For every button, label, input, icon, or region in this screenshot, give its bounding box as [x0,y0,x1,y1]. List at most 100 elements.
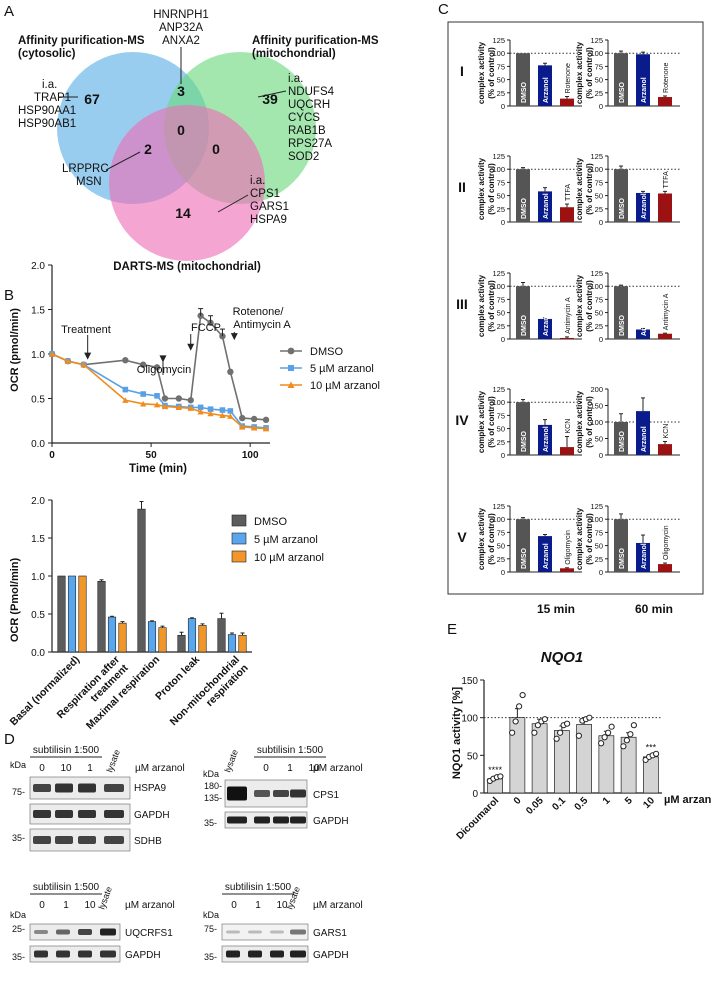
complex-bar-label: DMSO [521,81,528,103]
complex-bar-label: Arzanol [641,543,648,569]
nqo1-category-label: 5 [623,795,635,807]
complex-ylabel-line: (% of control) [487,396,496,448]
blot-lysate-label: lysate [222,748,239,774]
venn-darts-leader [217,194,249,213]
nqo1-point [605,729,612,736]
complex-bar-label: DMSO [619,81,626,103]
complex-ytick-label: 100 [590,49,603,58]
nqo1-ytick-label: 150 [461,676,478,687]
complex-ytick-label: 125 [590,36,603,45]
complex-ytick-label: 50 [595,309,603,318]
ocr-annot-oligomycin: Oligomycin [137,364,191,376]
venn-cyto-label-1: i.a. [42,79,57,91]
blot-protein-label: UQCRFS1 [125,928,173,939]
blot-protein-label: GAPDH [134,810,170,821]
blot-lane-label: 0 [39,900,45,911]
ocr-bar [227,634,237,653]
complex-ytick-label: 0 [501,451,505,460]
blot-lysate-label: lysate [104,748,121,774]
complex-bar [560,98,574,106]
complex-bar [516,286,530,339]
complex-ytick-label: 100 [590,515,603,524]
blot-arzanol-label: µM arzanol [313,900,363,911]
ocr-time-xtick-label: 0 [49,450,55,461]
ocr-legend-marker [287,347,295,355]
complex-bar-label: DMSO [619,547,626,569]
nqo1-category-label: 0 [512,795,524,807]
nqo1-point [557,729,564,736]
sdhb-band [104,836,124,844]
blot-marker: 75- [204,924,217,934]
gapdh2-band [273,816,289,824]
complex-ytick-label: 100 [590,418,603,427]
ocr-point-5um [227,408,234,414]
venn-count-all: 0 [177,122,185,138]
ocr-bar-category-label: Basal (normalized) [8,654,83,729]
complex-ytick-label: 100 [492,515,505,524]
nqo1-point [653,750,660,757]
ocr-bar-legend-1: 5 µM arzanol [254,534,318,546]
panel-label-d: D [4,731,15,748]
complex-bar-label: TTFA [663,171,670,188]
nqo1-title: NQO1 [541,649,584,666]
venn-mito-label-6: RPS27A [288,138,332,150]
complex-ylabel-line: complex activity [477,41,486,104]
complex-bar-label: Arzanol [543,310,550,336]
uqcrfs1-band [34,930,48,934]
complex-bar-label: KCN [565,419,572,434]
venn-title-mito-1: Affinity purification-MS [252,35,379,47]
ocr-bar-category-line: Basal (normalized) [8,654,83,729]
complex-bar [538,536,552,572]
complex-bar [560,337,574,339]
complex-bar-label: DMSO [619,314,626,336]
ocr-point-10um [153,401,161,408]
venn-mito-label-1: i.a. [288,73,303,85]
complex-bar [636,54,650,106]
ocr-point-10um [161,403,169,410]
blot-kda-label: kDa [203,910,219,920]
complex-ytick-label: 0 [599,568,603,577]
venn-circle-darts [109,105,265,261]
hspa9-band [78,783,96,793]
nqo1-point [630,722,637,729]
ocr-bar-ytick-label: 0.5 [31,610,45,621]
ocr-point-10um [48,351,56,357]
gars1-band [290,929,306,935]
ocr-point-5um [154,393,160,399]
complex-ytick-label: 125 [590,152,603,161]
ocr-bar [137,508,146,653]
blot-marker: 35- [12,952,25,962]
blot-kda-label: kDa [203,769,219,779]
blot-marker: 75- [12,787,25,797]
ocr-point-dmso [187,397,194,404]
complex-ylabel-line: complex activity [575,507,584,570]
ocr-point-dmso [175,395,183,402]
complex-ytick-label: 25 [595,205,603,214]
ocr-point-5um [219,407,226,413]
complex-ylabel: complex activity(% of control) [477,390,496,453]
complex-ytick-label: 150 [590,402,603,411]
complex-bar-label: Arzanol [641,426,648,452]
complex-ytick-label: 25 [595,322,603,331]
ocr-time-legend-0: DMSO [310,346,343,358]
blot-marker: 180- [204,781,222,791]
gapdh1-band [104,810,124,818]
ocr-series-line-0 [51,314,267,421]
ocr-point-10um [262,425,270,432]
nqo1-ytick-label: 100 [461,714,478,725]
complex-ylabel-line: (% of control) [487,163,496,215]
injection-arrowhead [159,355,167,363]
gars1-strip [221,923,309,941]
complex-ytick-label: 25 [595,89,603,98]
complex-ytick-label: 0 [599,335,603,344]
ocr-bar [177,634,186,653]
complex-ylabel-line: complex activity [477,390,486,453]
complex-ytick-label: 125 [590,502,603,511]
complex-bar-label: Arzanol [641,77,648,103]
nqo1-point [608,723,615,730]
ocr-point-dmso [250,415,258,423]
venn-top-label-2: ANP32A [159,22,203,34]
venn-title-mito-2: (mitochondrial) [252,48,336,60]
ocr-time-legend-2: 10 µM arzanol [310,380,380,392]
